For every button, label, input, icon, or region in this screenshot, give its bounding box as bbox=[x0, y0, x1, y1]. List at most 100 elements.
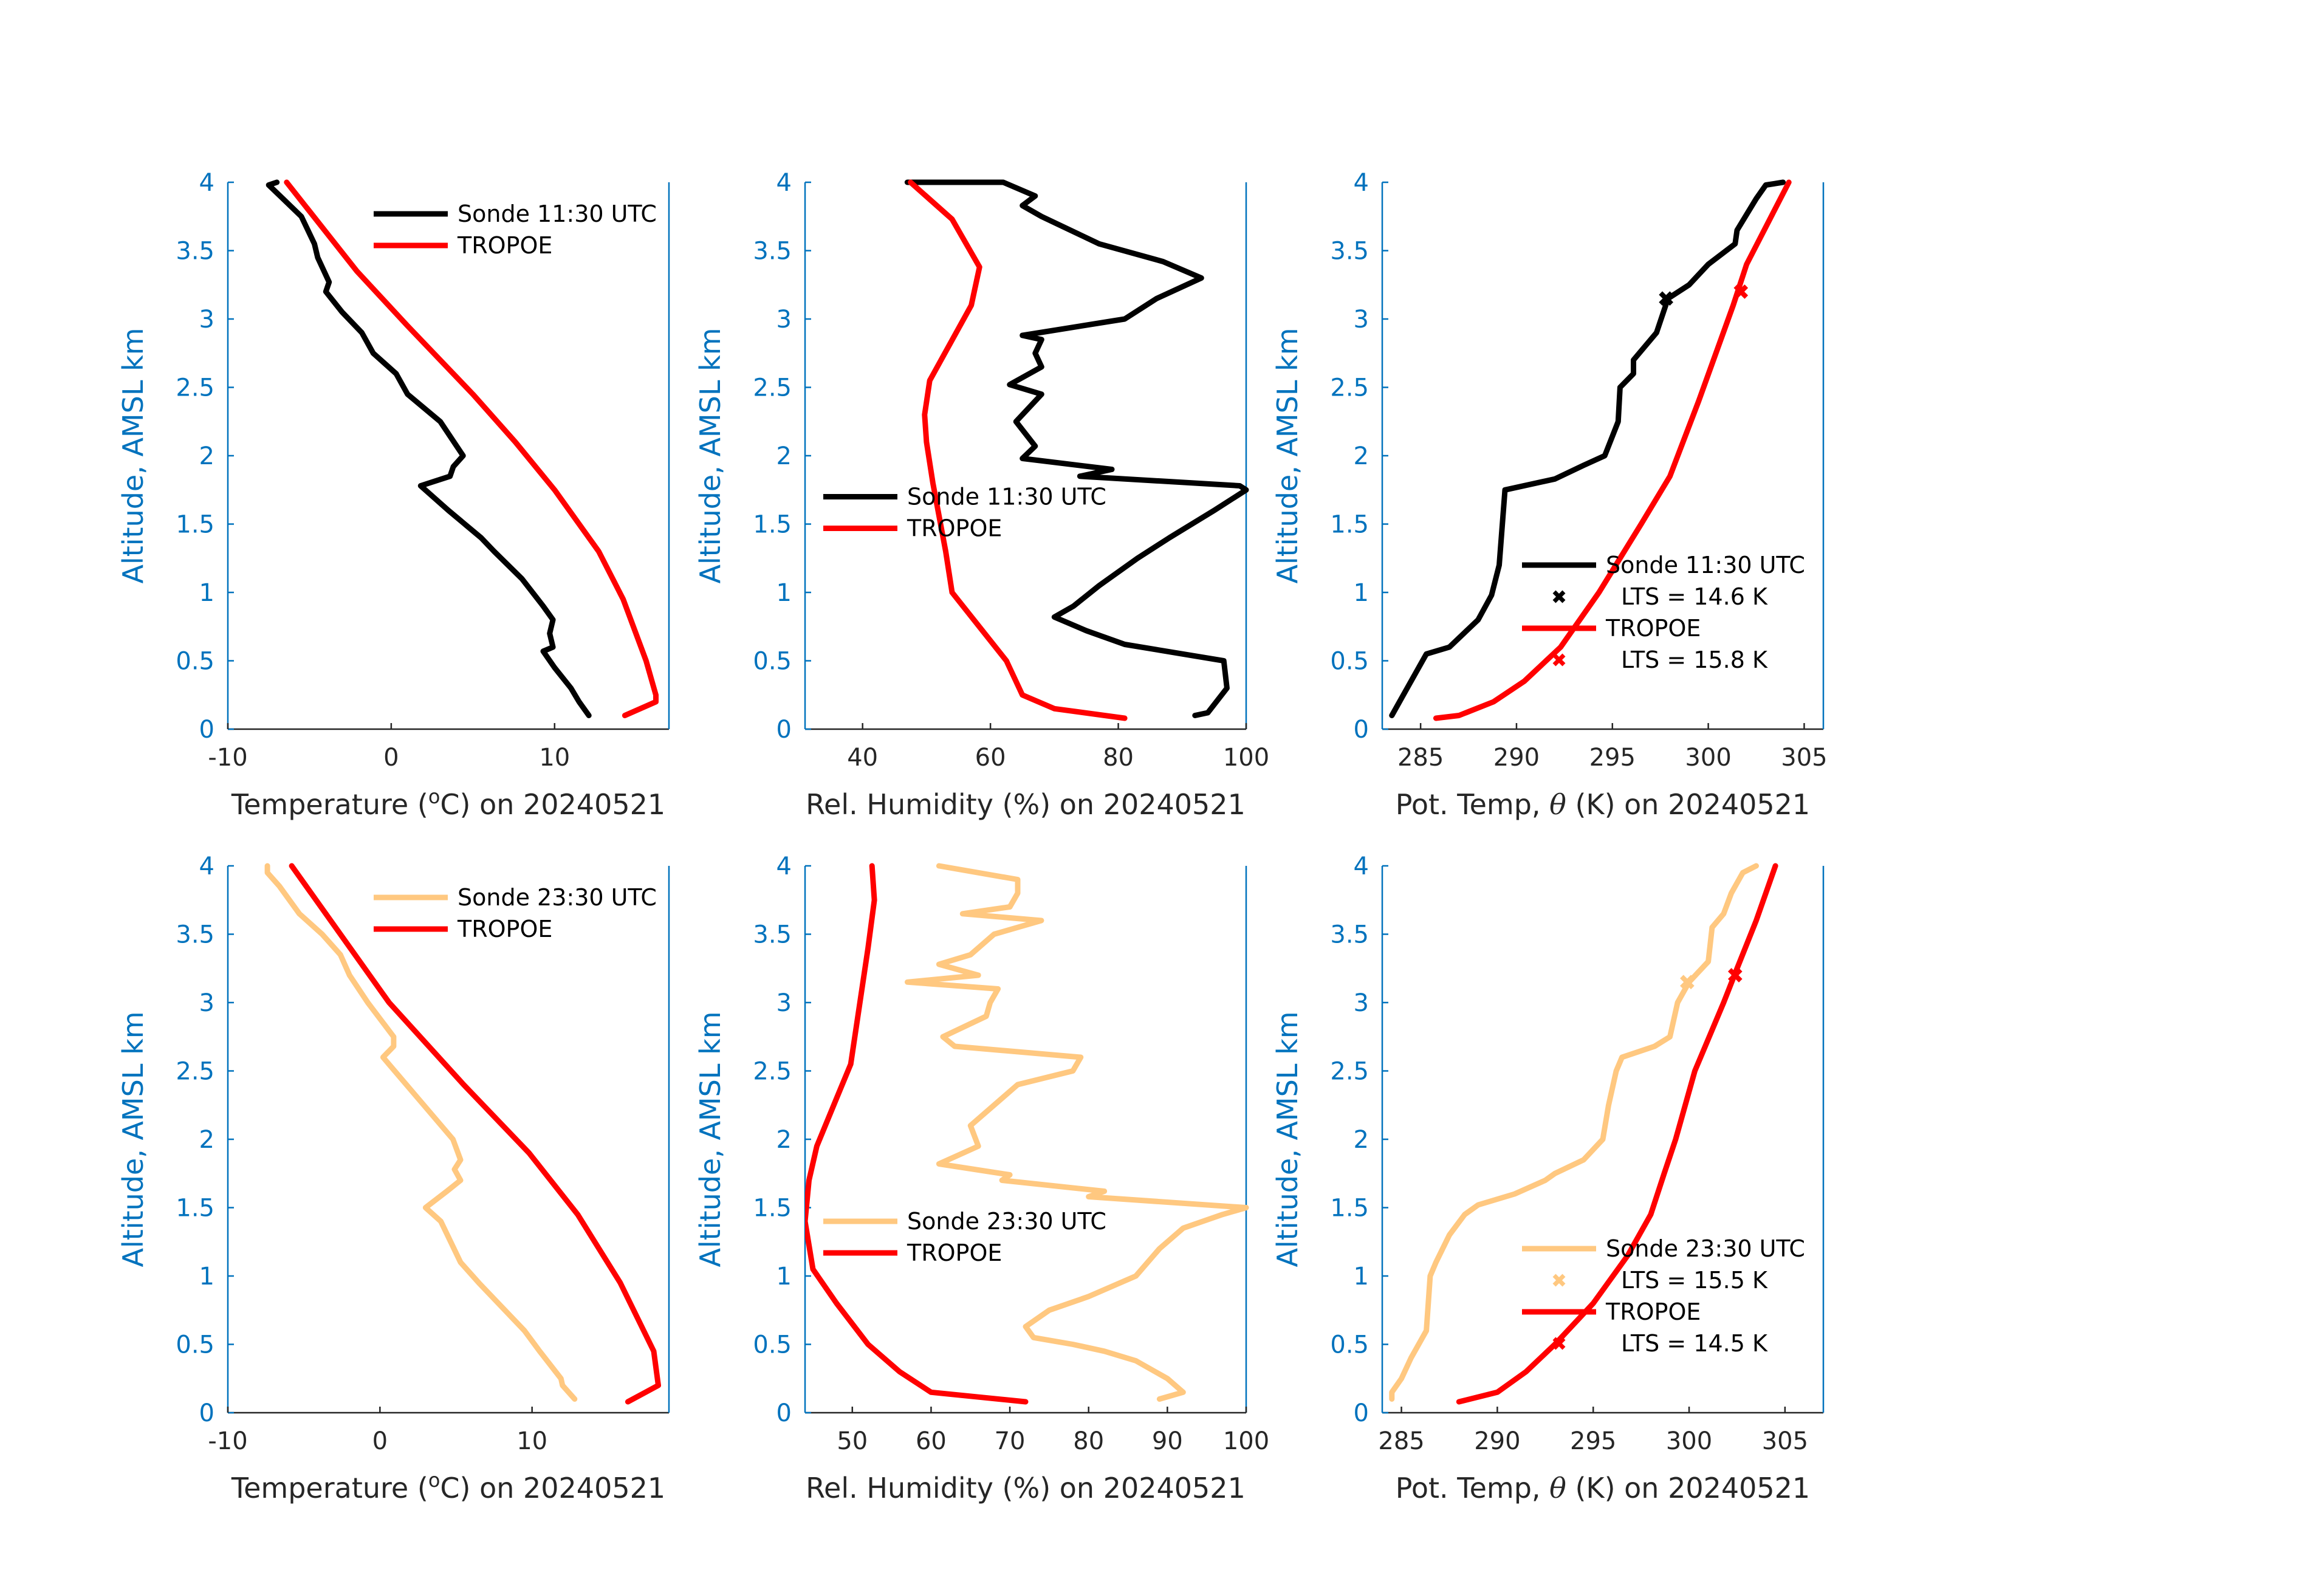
y-tick-label: 1.5 bbox=[176, 511, 214, 539]
y-tick-label: 2.5 bbox=[1330, 1058, 1369, 1086]
x-tick-label: 300 bbox=[1666, 1427, 1712, 1455]
y-tick-label: 3.5 bbox=[1330, 238, 1369, 266]
x-tick-label: 285 bbox=[1378, 1427, 1424, 1455]
series-line-tropoe bbox=[284, 179, 659, 718]
y-tick-label: 1 bbox=[199, 1263, 214, 1291]
x-tick-label: 285 bbox=[1397, 744, 1444, 772]
x-label-theta: θ bbox=[1549, 1472, 1566, 1504]
panel-p2: 0 0.5 1 1.5 2 2.5 3 3.5 4 40 60 80 100 Altitude, AMSL… bbox=[694, 169, 1269, 821]
x-label-superscript: o bbox=[428, 785, 440, 808]
x-tick-label: 100 bbox=[1223, 744, 1269, 772]
x-tick-label: 0 bbox=[383, 744, 399, 772]
legend-label: TROPOE bbox=[1605, 1298, 1701, 1325]
y-tick-label: 3.5 bbox=[753, 921, 792, 949]
panel-p6: 0 0.5 1 1.5 2 2.5 3 3.5 4 285 290 295 300 305 Altitude… bbox=[1271, 852, 1825, 1504]
y-tick-label: 3.5 bbox=[1330, 921, 1369, 949]
legend-label: LTS = 14.6 K bbox=[1621, 583, 1768, 610]
legend-label: LTS = 15.8 K bbox=[1621, 647, 1768, 673]
y-tick-label: 0.5 bbox=[176, 648, 214, 676]
series-line-tropoe bbox=[908, 179, 1128, 721]
x-tick-label: 60 bbox=[916, 1427, 947, 1455]
y-tick-label: 0.5 bbox=[753, 1331, 792, 1359]
x-label-superscript: o bbox=[428, 1469, 440, 1492]
x-tick-label: 305 bbox=[1762, 1427, 1808, 1455]
legend-marker bbox=[1552, 653, 1566, 667]
y-tick-label: 2 bbox=[199, 442, 214, 470]
legend-label: TROPOE bbox=[907, 1240, 1002, 1266]
x-tick-label: 100 bbox=[1223, 1427, 1269, 1455]
x-tick-label: -10 bbox=[208, 744, 247, 772]
y-tick-label: 1 bbox=[199, 579, 214, 607]
y-tick-label: 2 bbox=[1354, 1126, 1369, 1154]
legend: Sonde 23:30 UTC LTS = 15.5 K TROPOE LTS = 1… bbox=[1522, 1235, 1805, 1357]
legend-marker bbox=[1552, 1337, 1566, 1350]
lts-marker bbox=[1733, 284, 1749, 299]
x-tick-label: -10 bbox=[208, 1427, 247, 1455]
legend-label: TROPOE bbox=[457, 916, 552, 942]
y-axis-label: Altitude, AMSL km bbox=[1271, 1011, 1304, 1267]
y-tick-label: 3 bbox=[1354, 989, 1369, 1017]
x-tick-label: 90 bbox=[1152, 1427, 1183, 1455]
x-axis-label: Pot. Temp, θ (K) on 20240521 bbox=[1396, 1472, 1810, 1504]
lts-marker bbox=[1727, 968, 1743, 983]
x-axis-label: Rel. Humidity (%) on 20240521 bbox=[806, 1472, 1246, 1504]
y-tick-label: 3 bbox=[776, 989, 792, 1017]
legend-label: LTS = 15.5 K bbox=[1621, 1267, 1768, 1294]
x-tick-label: 305 bbox=[1781, 744, 1827, 772]
series-line-sonde bbox=[905, 863, 1249, 1402]
legend-label: TROPOE bbox=[907, 515, 1002, 542]
y-tick-label: 4 bbox=[1354, 852, 1369, 880]
y-axis-label: Altitude, AMSL km bbox=[694, 328, 727, 583]
y-tick-label: 2.5 bbox=[176, 1058, 214, 1086]
legend-label: Sonde 23:30 UTC bbox=[1606, 1235, 1805, 1262]
legend-label: Sonde 11:30 UTC bbox=[907, 484, 1106, 510]
x-label-part: (K) on 20240521 bbox=[1566, 1472, 1810, 1504]
y-tick-label: 0.5 bbox=[753, 648, 792, 676]
legend: Sonde 11:30 UTC LTS = 14.6 K TROPOE LTS = 1… bbox=[1522, 552, 1805, 673]
y-tick-label: 2 bbox=[776, 442, 792, 470]
x-tick-label: 290 bbox=[1493, 744, 1540, 772]
x-tick-label: 40 bbox=[847, 744, 878, 772]
series-line-sonde bbox=[266, 179, 592, 718]
y-tick-label: 3 bbox=[199, 989, 214, 1017]
x-tick-label: 295 bbox=[1570, 1427, 1616, 1455]
x-axis-label: Rel. Humidity (%) on 20240521 bbox=[806, 788, 1246, 821]
y-tick-label: 4 bbox=[199, 852, 214, 880]
y-tick-label: 4 bbox=[1354, 169, 1369, 197]
y-tick-label: 2.5 bbox=[176, 374, 214, 402]
x-tick-label: 80 bbox=[1073, 1427, 1104, 1455]
y-tick-label: 3 bbox=[1354, 306, 1369, 334]
series-line-sonde bbox=[264, 863, 578, 1402]
legend-label: Sonde 23:30 UTC bbox=[458, 884, 657, 911]
y-tick-label: 1 bbox=[1354, 1263, 1369, 1291]
y-tick-label: 0.5 bbox=[1330, 648, 1369, 676]
x-label-part: C) on 20240521 bbox=[440, 788, 665, 821]
legend-label: TROPOE bbox=[457, 232, 552, 259]
series-line-sonde bbox=[904, 179, 1249, 718]
y-tick-label: 1 bbox=[776, 579, 792, 607]
series-line-sonde bbox=[1389, 179, 1786, 718]
legend-label: TROPOE bbox=[1605, 615, 1701, 642]
x-axis-label: Pot. Temp, θ (K) on 20240521 bbox=[1396, 788, 1810, 821]
y-tick-label: 4 bbox=[776, 852, 792, 880]
series-line-sonde bbox=[1389, 863, 1759, 1402]
lts-marker bbox=[1680, 975, 1695, 990]
y-tick-label: 3 bbox=[199, 306, 214, 334]
y-axis-label: Altitude, AMSL km bbox=[117, 1011, 149, 1267]
legend-marker bbox=[1552, 1274, 1566, 1287]
panel-p5: 0 0.5 1 1.5 2 2.5 3 3.5 4 50 60 70 80 90 100 Altitude, … bbox=[694, 852, 1269, 1504]
x-tick-label: 0 bbox=[372, 1427, 388, 1455]
y-tick-label: 0 bbox=[776, 716, 792, 744]
y-axis-label: Altitude, AMSL km bbox=[694, 1011, 727, 1267]
y-tick-label: 3.5 bbox=[753, 238, 792, 266]
y-tick-label: 2.5 bbox=[1330, 374, 1369, 402]
series-line-tropoe bbox=[805, 863, 1029, 1405]
legend-label: Sonde 11:30 UTC bbox=[1606, 552, 1805, 578]
x-label-theta: θ bbox=[1549, 788, 1566, 821]
x-label-part: Pot. Temp, bbox=[1396, 1472, 1549, 1504]
y-tick-label: 1.5 bbox=[1330, 1195, 1369, 1223]
legend: Sonde 23:30 UTC TROPOE bbox=[374, 884, 657, 942]
panel-p3: 0 0.5 1 1.5 2 2.5 3 3.5 4 285 290 295 300 305 Altitude… bbox=[1271, 169, 1828, 821]
